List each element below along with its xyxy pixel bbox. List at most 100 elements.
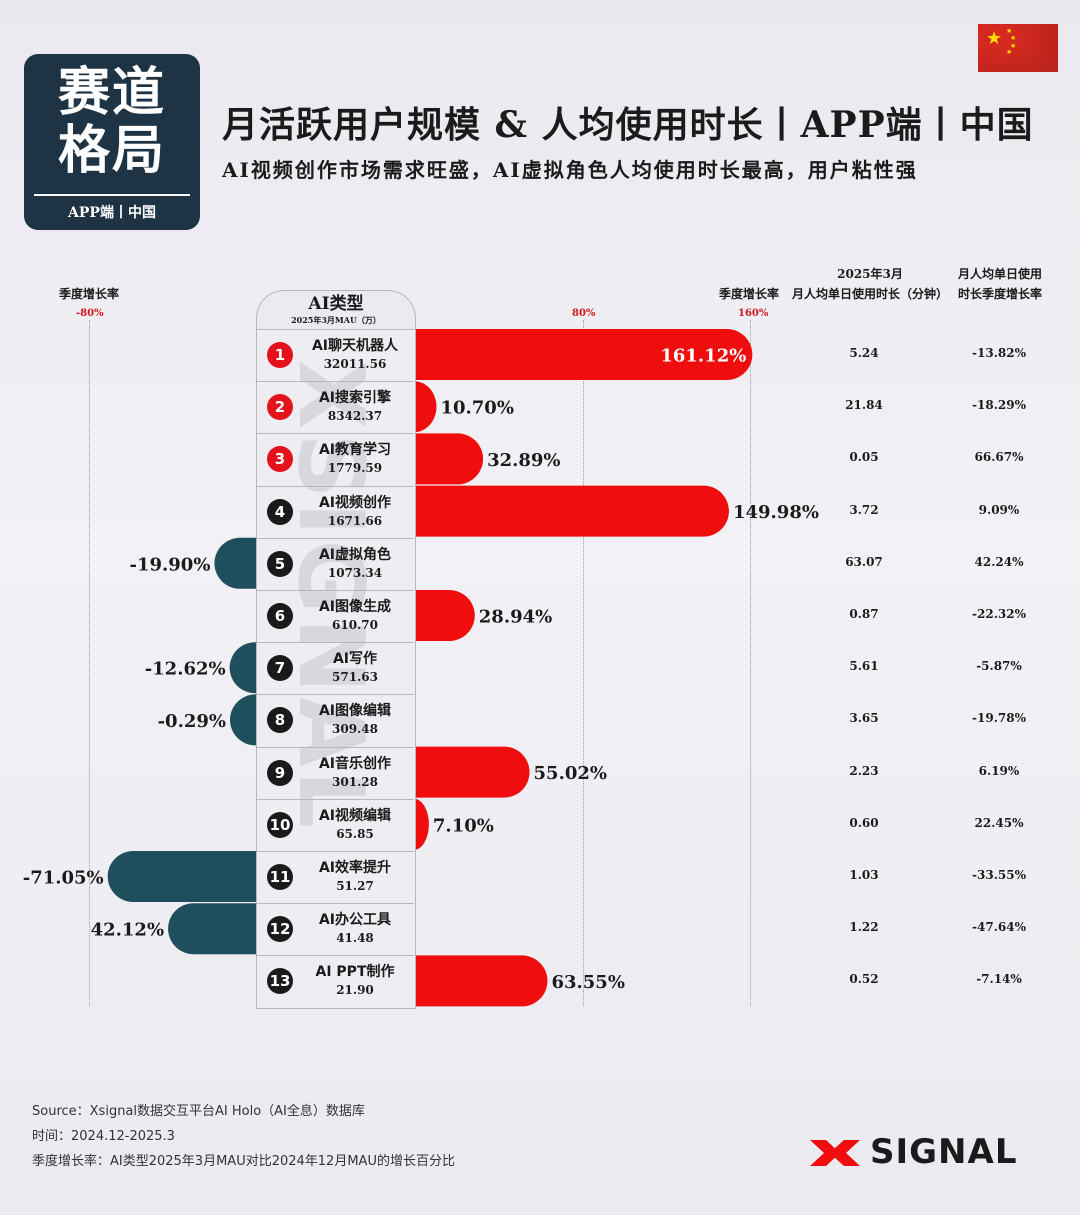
value-label-12: 42.12%	[91, 920, 164, 941]
table-row: 10 AI视频编辑 65.85	[256, 798, 414, 851]
duration-growth-cell: -33.55%	[972, 868, 1026, 882]
bar-10	[414, 798, 429, 850]
duration-growth-cell: 22.45%	[974, 815, 1024, 830]
page-subtitle: AI视频创作市场需求旺盛，AI虚拟角色人均使用时长最高，用户粘性强	[222, 158, 918, 182]
bar-6	[414, 590, 475, 641]
rank-badge: 3	[267, 446, 293, 473]
value-label-9: 55.02%	[534, 763, 607, 784]
table-row: 12 AI办公工具 41.48	[256, 903, 414, 955]
duration-growth-cell: -13.82%	[972, 346, 1026, 360]
duration-cell: 5.61	[849, 659, 879, 674]
value-label-1: 161.12%	[660, 346, 746, 367]
category-name: AI搜索引擎	[318, 390, 392, 407]
table-row: 2 AI搜索引擎 8342.37	[256, 381, 414, 433]
growth-column-header: 季度增长率	[718, 287, 779, 301]
value-label-4: 149.98%	[733, 502, 819, 523]
logo-wordmark: SIGNAL	[870, 1132, 1018, 1172]
table-row: 3 AI教育学习 1779.59	[256, 433, 414, 485]
bar-5	[214, 537, 256, 589]
mau-value: 571.63	[332, 670, 378, 685]
duration-cell: 5.24	[849, 346, 879, 360]
duration-cell: 2.23	[849, 763, 879, 778]
mau-value: 65.85	[336, 826, 374, 841]
footer-note: 季度增长率：AI类型2025年3月MAU对比2024年12月MAU的增长百分比	[32, 1154, 455, 1169]
duration-growth-cell: -47.64%	[972, 920, 1026, 935]
category-name: AI图像编辑	[318, 703, 392, 720]
category-name: AI效率提升	[318, 860, 392, 876]
duration-cell: 1.03	[849, 868, 879, 882]
tick-neg80: -80%	[76, 308, 104, 319]
gridline-80	[583, 320, 584, 1006]
table-row: 5 AI虚拟角色 1073.34	[256, 537, 414, 590]
value-label-2: 10.70%	[440, 398, 513, 419]
rank-badge: 9	[267, 759, 293, 786]
bar-7	[229, 642, 256, 694]
mau-value: 1779.59	[327, 461, 383, 476]
duration-growth-cell: -19.78%	[972, 711, 1026, 726]
rank-badge: 4	[267, 498, 293, 525]
page-title: 月活跃用户规模 & 人均使用时长丨APP端丨中国	[222, 104, 1034, 146]
left-growth-header: 季度增长率	[58, 287, 119, 301]
badge-line2: 格局	[57, 120, 166, 181]
bar-13	[414, 955, 548, 1007]
duration-header-line1: 2025年3月	[837, 267, 903, 281]
footer-time: 时间：2024.12-2025.3	[32, 1129, 175, 1144]
mau-value: 1073.34	[327, 565, 383, 580]
duration-growth-header-line1: 月人均单日使用	[957, 267, 1042, 281]
watermark-logo: XSIGNAL	[278, 360, 383, 832]
rank-badge: 5	[267, 550, 293, 577]
duration-cell: 0.87	[849, 607, 879, 621]
table-row: 8 AI图像编辑 309.48	[256, 694, 414, 746]
duration-cell: 63.07	[845, 554, 883, 569]
bar-8	[230, 694, 256, 746]
tick-80: 80%	[572, 308, 596, 319]
duration-growth-cell: -22.32%	[972, 607, 1026, 621]
mau-value: 21.90	[336, 983, 374, 998]
type-column-header: AI类型 2025年3月MAU（万）	[256, 290, 416, 331]
mau-value: 32011.56	[323, 357, 387, 371]
duration-growth-cell: -5.87%	[976, 659, 1022, 674]
duration-growth-cell: -18.29%	[972, 398, 1026, 413]
badge-subtitle: APP端丨中国	[34, 194, 190, 222]
category-name: AI图像生成	[318, 599, 392, 615]
bar-4	[414, 485, 729, 537]
duration-growth-cell: 42.24%	[974, 554, 1024, 569]
china-flag-icon: ★ ★ ★ ★ ★	[978, 24, 1058, 72]
mau-value: 309.48	[332, 722, 378, 737]
badge-line1: 赛道	[57, 62, 166, 123]
value-label-10: 7.10%	[433, 815, 494, 836]
value-label-13: 63.55%	[551, 972, 624, 993]
rank-badge: 7	[267, 655, 293, 682]
duration-header-line2: 月人均单日使用时长（分钟）	[791, 287, 948, 301]
bar-2	[414, 381, 437, 433]
rank-badge: 13	[267, 968, 293, 995]
category-name: AI PPT制作	[315, 964, 395, 981]
category-name: AI办公工具	[318, 912, 392, 929]
table-row: 11 AI效率提升 51.27	[256, 851, 414, 903]
tick-160: 160%	[738, 308, 769, 319]
mau-value: 51.27	[336, 879, 374, 893]
value-label-11: -71.05%	[23, 868, 104, 889]
category-name: AI写作	[332, 651, 378, 668]
category-name: AI视频编辑	[318, 807, 392, 824]
value-label-6: 28.94%	[479, 607, 552, 628]
value-label-8: -0.29%	[158, 711, 226, 732]
table-row: 6 AI图像生成 610.70	[256, 590, 414, 642]
duration-cell: 0.05	[849, 450, 879, 465]
gridline-160	[750, 320, 751, 1006]
category-name: AI教育学习	[318, 442, 392, 459]
value-label-5: -19.90%	[130, 554, 211, 575]
rank-badge: 8	[267, 707, 293, 734]
rank-badge: 6	[267, 603, 293, 629]
duration-growth-cell: 6.19%	[978, 763, 1020, 778]
type-header-title: AI类型	[308, 294, 364, 314]
rank-badge: 1	[267, 342, 293, 368]
category-name: AI视频创作	[318, 494, 392, 511]
type-header-sub: 2025年3月MAU（万）	[291, 315, 381, 325]
table-row: 7 AI写作 571.63	[256, 642, 414, 694]
table-row: 9 AI音乐创作 301.28	[256, 746, 414, 799]
duration-growth-cell: -7.14%	[976, 972, 1022, 987]
table-row: 13 AI PPT制作 21.90	[256, 955, 414, 1007]
rank-badge: 2	[267, 394, 293, 421]
